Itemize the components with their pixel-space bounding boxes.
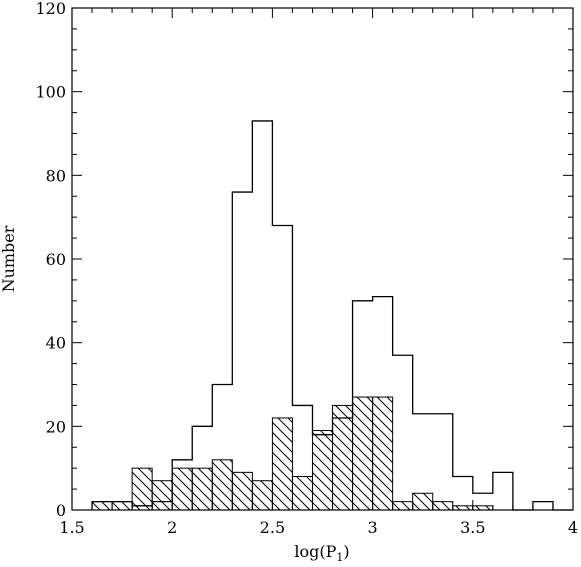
- y-tick-label: 20: [46, 417, 66, 436]
- x-tick-label: 3.5: [460, 518, 485, 537]
- y-tick-label: 120: [35, 0, 66, 18]
- total-histogram-outline: [91, 120, 573, 511]
- hatched-bar: [291, 476, 313, 511]
- y-tick-label: 100: [35, 83, 66, 102]
- hatched-bar: [191, 467, 213, 511]
- hatched-bar: [432, 501, 454, 511]
- axis-ticks: [71, 7, 574, 511]
- x-tick-label: 1.5: [59, 518, 84, 537]
- hatched-bar: [91, 501, 113, 511]
- hatched-bar: [271, 417, 293, 511]
- y-tick-label: 60: [46, 250, 66, 269]
- plot-frame: [71, 7, 574, 511]
- hatched-bar: [472, 505, 494, 511]
- y-axis-label: Number: [0, 225, 18, 292]
- hatched-bar: [131, 467, 153, 511]
- hatched-bar: [151, 480, 173, 511]
- hatched-bar: [111, 501, 133, 511]
- y-tick-label: 80: [46, 166, 66, 185]
- hatched-bar: [332, 404, 354, 511]
- x-axis-label: log(P1): [294, 542, 349, 564]
- x-tick-label: 3: [368, 518, 378, 537]
- hatched-bar: [352, 396, 374, 511]
- y-tick-label: 0: [56, 501, 66, 520]
- hatched-bar: [392, 501, 414, 511]
- x-tick-label: 2.5: [260, 518, 285, 537]
- y-tick-label: 40: [46, 334, 66, 353]
- hatched-bar: [311, 430, 334, 511]
- hatched-bar: [412, 492, 434, 511]
- hatched-bar: [452, 505, 474, 511]
- x-tick-label: 2: [167, 518, 177, 537]
- histogram-bars: [91, 120, 573, 511]
- hatched-bar: [231, 471, 253, 511]
- hatched-bar: [171, 467, 193, 511]
- hatched-bar: [251, 480, 273, 511]
- hatched-bar: [372, 396, 394, 511]
- hatched-bar: [211, 459, 233, 511]
- x-tick-label: 4: [568, 518, 578, 537]
